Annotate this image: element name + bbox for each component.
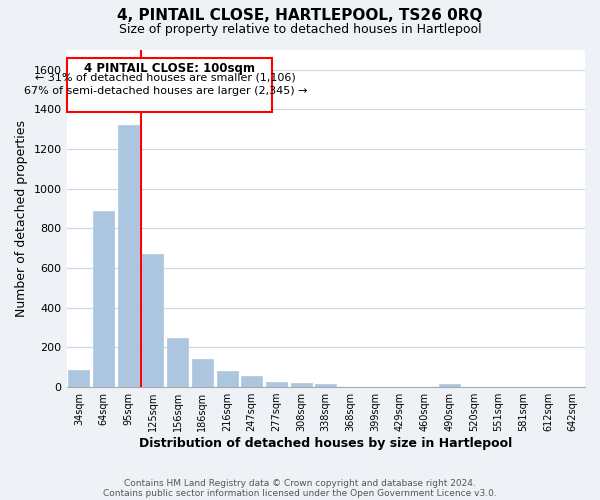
Bar bbox=[439, 384, 460, 387]
Bar bbox=[167, 338, 188, 387]
FancyBboxPatch shape bbox=[67, 58, 272, 112]
X-axis label: Distribution of detached houses by size in Hartlepool: Distribution of detached houses by size … bbox=[139, 437, 512, 450]
Text: 4 PINTAIL CLOSE: 100sqm: 4 PINTAIL CLOSE: 100sqm bbox=[84, 62, 255, 74]
Text: ← 31% of detached houses are smaller (1,106): ← 31% of detached houses are smaller (1,… bbox=[35, 73, 296, 83]
Text: Size of property relative to detached houses in Hartlepool: Size of property relative to detached ho… bbox=[119, 22, 481, 36]
Bar bbox=[290, 383, 311, 387]
Bar bbox=[266, 382, 287, 387]
Text: 67% of semi-detached houses are larger (2,345) →: 67% of semi-detached houses are larger (… bbox=[24, 86, 308, 96]
Text: Contains public sector information licensed under the Open Government Licence v3: Contains public sector information licen… bbox=[103, 488, 497, 498]
Bar bbox=[315, 384, 336, 387]
Bar bbox=[217, 371, 238, 387]
Bar bbox=[192, 360, 213, 387]
Bar bbox=[142, 254, 163, 387]
Bar bbox=[68, 370, 89, 387]
Text: 4, PINTAIL CLOSE, HARTLEPOOL, TS26 0RQ: 4, PINTAIL CLOSE, HARTLEPOOL, TS26 0RQ bbox=[117, 8, 483, 22]
Bar bbox=[118, 126, 139, 387]
Bar bbox=[93, 210, 114, 387]
Text: Contains HM Land Registry data © Crown copyright and database right 2024.: Contains HM Land Registry data © Crown c… bbox=[124, 478, 476, 488]
Bar bbox=[241, 376, 262, 387]
Y-axis label: Number of detached properties: Number of detached properties bbox=[15, 120, 28, 317]
